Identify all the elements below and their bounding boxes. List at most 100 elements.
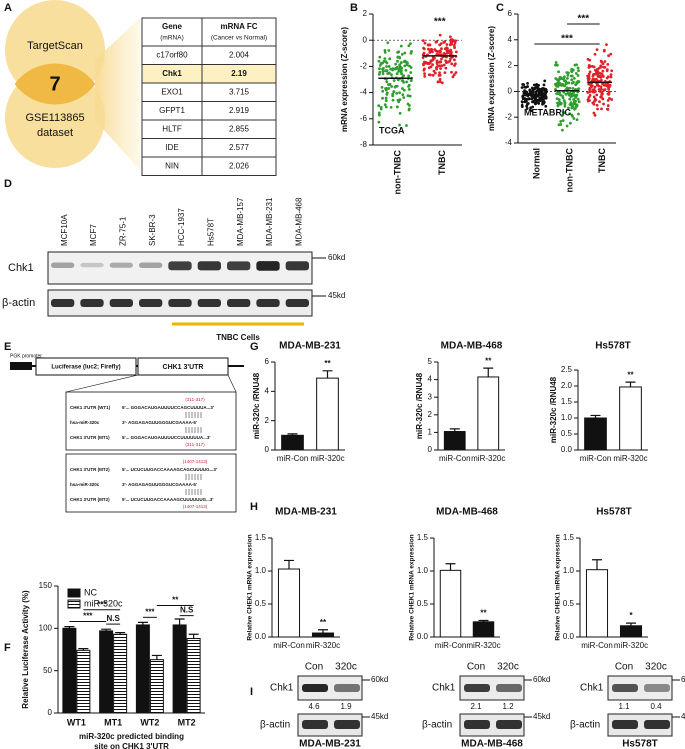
data-point	[592, 111, 596, 115]
y-tick-label: 2	[363, 9, 368, 18]
x-tick-label: miR-Con	[439, 454, 471, 463]
data-point	[599, 64, 603, 68]
bar	[619, 625, 643, 638]
data-point	[402, 88, 406, 92]
data-point	[443, 52, 447, 56]
data-point	[544, 96, 548, 100]
luciferase	[35, 357, 137, 376]
blot-box	[607, 713, 673, 737]
data-point	[391, 94, 395, 98]
data-point	[561, 119, 565, 122]
x-tick-label: Normal	[532, 148, 542, 179]
lane-label: Con	[305, 662, 323, 673]
data-point	[454, 50, 458, 54]
data-point	[536, 89, 540, 92]
sequence-name: CHK1 3'UTR (MT1)	[70, 435, 110, 440]
data-point	[381, 67, 384, 71]
data-point	[576, 66, 580, 70]
data-point	[529, 92, 532, 95]
annotation: ***	[97, 600, 107, 609]
data-point	[407, 44, 411, 48]
band	[496, 684, 522, 692]
data-point	[586, 91, 590, 94]
panel-label: D	[4, 178, 12, 190]
band	[80, 299, 104, 307]
y-tick-label: 2.0	[561, 381, 573, 390]
data-point	[599, 85, 603, 89]
table-cell: IDE	[165, 143, 178, 152]
data-point	[568, 121, 572, 125]
data-point	[542, 98, 545, 102]
data-point	[435, 59, 439, 63]
band	[285, 299, 309, 307]
data-point	[608, 85, 611, 89]
panel-label: E	[4, 341, 11, 353]
data-point	[440, 64, 444, 68]
data-point	[392, 79, 396, 82]
data-point	[534, 102, 537, 106]
data-point	[532, 99, 536, 103]
band	[334, 720, 360, 729]
data-point	[605, 69, 609, 73]
data-points	[421, 33, 458, 85]
data-point	[395, 105, 399, 109]
y-tick-label: 50	[43, 666, 52, 675]
data-point	[384, 105, 388, 109]
data-point	[403, 64, 407, 68]
data-point	[555, 97, 559, 101]
data-point	[563, 104, 567, 108]
x-tick-label: miR-320c	[613, 454, 647, 463]
data-point	[379, 106, 383, 109]
data-point	[445, 43, 449, 46]
data-point	[393, 85, 397, 89]
data-point	[383, 103, 387, 107]
data-point	[452, 73, 456, 77]
data-point	[377, 120, 381, 124]
band	[139, 299, 163, 307]
data-point	[520, 103, 524, 107]
zoom-line	[65, 374, 139, 393]
ratio: 1.1	[618, 702, 630, 711]
data-point	[453, 41, 457, 45]
data-point	[588, 94, 592, 97]
data-point	[435, 52, 439, 56]
chart-title: MDA-MB-231	[279, 341, 341, 352]
data-point	[452, 44, 456, 47]
data-point	[538, 96, 542, 100]
data-point	[450, 42, 454, 46]
data-point	[436, 64, 440, 68]
data-point	[531, 105, 535, 109]
data-point	[390, 85, 394, 88]
data-point	[427, 73, 431, 77]
data-point	[606, 108, 610, 111]
data-point	[438, 71, 441, 75]
data-point	[568, 112, 572, 116]
data-point	[405, 80, 409, 84]
x-tick-label: miR-Con	[581, 641, 613, 650]
band	[302, 720, 328, 729]
data-point	[570, 81, 574, 85]
group-label: TNBC Cells	[216, 333, 260, 342]
lane-label: ZR-75-1	[118, 216, 127, 246]
data-point	[532, 96, 536, 100]
blot-row-label: Chk1	[432, 683, 456, 694]
promoter-label: PGK promoter	[10, 353, 42, 359]
sequence: 3'- AGGAGAGUUGGGUCGAAAA-5'	[122, 482, 197, 487]
data-point	[426, 43, 430, 47]
data-point	[377, 113, 381, 117]
y-tick-label: 3	[428, 392, 433, 401]
data-point	[432, 69, 436, 73]
panel-label: I	[250, 686, 253, 698]
y-tick-label: 2	[508, 61, 513, 70]
data-point	[438, 77, 442, 81]
size-label: 60kd	[681, 675, 685, 684]
data-point	[556, 101, 559, 105]
y-tick-label: 0.0	[563, 632, 575, 641]
data-point	[591, 101, 595, 105]
error-bar	[318, 629, 328, 634]
data-point	[385, 69, 389, 72]
data-point	[587, 75, 591, 78]
bar	[186, 637, 201, 714]
data-point	[593, 85, 597, 89]
data-point	[594, 90, 597, 93]
